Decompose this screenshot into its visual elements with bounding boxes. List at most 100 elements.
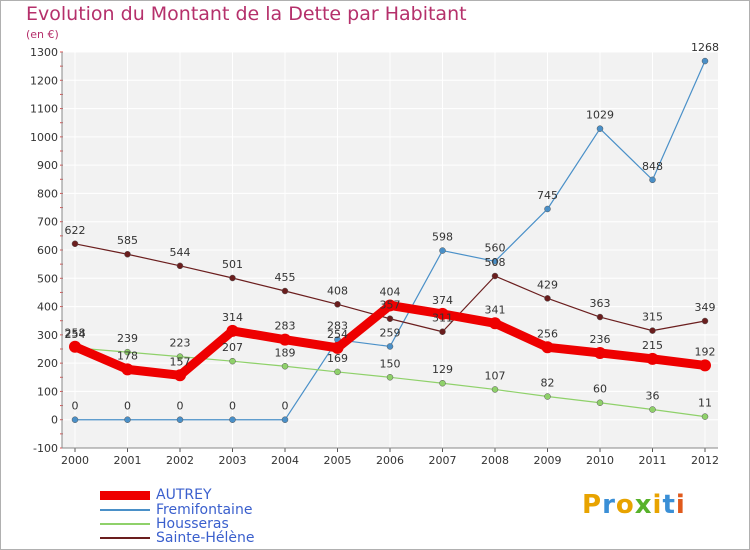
data-point (594, 346, 606, 359)
data-label: 585 (117, 234, 138, 247)
data-point (71, 416, 79, 423)
data-point (596, 125, 604, 132)
data-point (279, 333, 291, 346)
y-tick-label: 1200 (30, 74, 58, 87)
data-point (331, 341, 344, 354)
data-label: 60 (593, 383, 607, 396)
data-label: 455 (275, 271, 296, 284)
x-tick-label: 2000 (61, 454, 89, 467)
data-label: 258 (65, 327, 86, 340)
data-label: 1029 (586, 109, 614, 122)
x-tick-label: 2002 (166, 454, 194, 467)
data-point (439, 247, 446, 254)
data-label: 404 (380, 285, 401, 298)
data-label: 0 (124, 400, 131, 413)
y-tick-label: 300 (37, 329, 58, 342)
legend-item-autrey: AUTREY (100, 487, 212, 503)
logo-letter: x (634, 490, 653, 520)
data-point (489, 317, 501, 330)
y-tick-label: 400 (37, 301, 58, 314)
x-tick-label: 2007 (429, 454, 457, 467)
y-tick-label: 1100 (30, 103, 58, 116)
data-point (544, 393, 551, 400)
y-tick-label: 1300 (30, 46, 58, 59)
data-label: 157 (170, 355, 191, 368)
data-label: 11 (698, 397, 712, 410)
logo-letter: r (602, 490, 616, 520)
legend-label: Housseras (156, 516, 229, 532)
data-label: 223 (170, 337, 191, 350)
data-point (596, 313, 604, 321)
data-point (646, 352, 659, 365)
legend-label: Fremifontaine (156, 502, 253, 518)
data-point (176, 353, 184, 360)
data-label: 560 (485, 241, 506, 254)
legend-label: AUTREY (156, 487, 212, 503)
data-point (124, 348, 131, 356)
data-label: 178 (117, 349, 138, 362)
y-tick-label: 0 (51, 414, 58, 427)
data-label: 150 (380, 357, 401, 370)
x-tick-label: 2011 (639, 454, 667, 467)
data-point (281, 363, 289, 370)
y-tick-label: 200 (37, 357, 58, 370)
data-label: 192 (695, 345, 716, 358)
data-label: 129 (432, 363, 453, 376)
data-label: 215 (642, 339, 663, 352)
y-tick-label: 900 (37, 159, 58, 172)
data-point (701, 413, 709, 420)
data-label: 283 (275, 320, 296, 333)
chart-subtitle: (en €) (26, 28, 59, 41)
legend-item-housseras: Housseras (100, 516, 229, 532)
data-point (436, 307, 449, 320)
legend-swatch-housseras (100, 523, 150, 525)
data-label: 82 (541, 377, 555, 390)
data-label: 745 (537, 189, 558, 202)
data-label: 36 (646, 390, 660, 403)
data-point (124, 250, 131, 258)
data-point (701, 317, 709, 325)
data-label: 1268 (691, 41, 719, 54)
x-tick-label: 2006 (376, 454, 404, 467)
data-point (544, 205, 551, 213)
x-tick-label: 2008 (481, 454, 509, 467)
data-point (384, 299, 396, 312)
data-label: 429 (537, 278, 558, 291)
data-point (699, 359, 711, 372)
data-point (124, 416, 131, 423)
y-tick-label: 600 (37, 244, 58, 257)
data-label: 349 (695, 301, 716, 314)
data-label: 189 (275, 346, 296, 359)
data-label: 256 (537, 327, 558, 340)
data-label: 598 (432, 231, 453, 244)
data-point (439, 379, 446, 387)
data-point (386, 315, 394, 322)
data-point (649, 327, 656, 334)
legend-item-fremifontaine: Fremifontaine (100, 502, 253, 518)
chart-title: Evolution du Montant de la Dette par Hab… (26, 3, 467, 25)
data-point (176, 262, 184, 270)
logo-letter: i (652, 490, 663, 520)
legend-label: Sainte-Hélène (156, 530, 255, 546)
data-label: 0 (72, 400, 79, 413)
data-point (386, 374, 394, 381)
logo-letter: i (675, 490, 686, 520)
data-label: 0 (177, 400, 184, 413)
data-point (334, 301, 341, 308)
x-tick-label: 2003 (219, 454, 247, 467)
data-label: 259 (380, 326, 401, 339)
data-label: 254 (327, 328, 348, 341)
data-label: 314 (222, 311, 243, 324)
data-label: 169 (327, 352, 348, 365)
x-tick-label: 2010 (586, 454, 614, 467)
y-tick-label: 500 (37, 272, 58, 285)
data-point (281, 416, 289, 423)
x-tick-label: 2004 (271, 454, 299, 467)
x-tick-label: 2009 (534, 454, 562, 467)
data-point (334, 368, 341, 376)
proxiti-logo: Proxiti (582, 490, 686, 520)
logo-letter: t (662, 490, 676, 520)
data-label: 508 (485, 256, 506, 269)
data-point (226, 324, 239, 337)
